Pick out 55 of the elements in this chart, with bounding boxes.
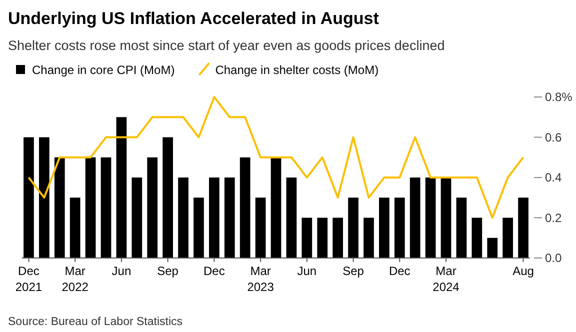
bar bbox=[100, 157, 112, 258]
y-tick-label: 0.2 bbox=[545, 210, 562, 225]
bar bbox=[425, 178, 436, 258]
bar bbox=[518, 198, 528, 258]
bar bbox=[317, 218, 328, 258]
legend-label: Change in core CPI (MoM) bbox=[32, 63, 175, 77]
bar bbox=[209, 178, 220, 258]
x-tick-label: Aug bbox=[512, 264, 534, 278]
bar bbox=[70, 198, 80, 258]
bar bbox=[364, 218, 374, 258]
bar bbox=[472, 218, 482, 258]
chart-title: Underlying US Inflation Accelerated in August bbox=[8, 9, 380, 28]
bar bbox=[270, 157, 282, 258]
bar bbox=[302, 218, 312, 258]
y-tick-label: 0.6 bbox=[545, 130, 562, 144]
bar bbox=[502, 218, 513, 258]
x-tick-label: Sep bbox=[157, 264, 179, 278]
x-tick-label: Sep bbox=[342, 264, 364, 278]
bar bbox=[85, 157, 96, 258]
bar bbox=[348, 198, 358, 258]
chart-subtitle: Shelter costs rose most since start of year even as goods prices declined bbox=[8, 38, 445, 53]
bar bbox=[132, 178, 142, 258]
bar bbox=[456, 198, 467, 258]
bar bbox=[394, 198, 405, 258]
y-tick-label: 0.4 bbox=[545, 170, 562, 184]
x-tick-label: Jun bbox=[112, 264, 132, 278]
x-tick-label: Jun bbox=[297, 264, 317, 278]
bar bbox=[286, 178, 297, 258]
bar bbox=[255, 198, 266, 258]
legend-label: Change in shelter costs (MoM) bbox=[215, 63, 379, 77]
bar bbox=[410, 178, 420, 258]
bar bbox=[487, 238, 498, 258]
bar bbox=[194, 198, 204, 258]
line-series bbox=[28, 96, 524, 219]
bar bbox=[440, 178, 452, 258]
y-tick-label: 0.8% bbox=[545, 90, 573, 104]
x-tick-label: Mar 2022 bbox=[62, 264, 89, 294]
x-tick-label: Mar 2023 bbox=[247, 264, 274, 294]
bar bbox=[224, 178, 235, 258]
bar bbox=[147, 157, 158, 258]
x-tick-label: Dec bbox=[388, 264, 410, 278]
source-note: Source: Bureau of Labor Statistics bbox=[8, 316, 183, 328]
bar bbox=[178, 178, 188, 258]
bar bbox=[240, 157, 250, 258]
x-tick-label: Dec bbox=[204, 264, 225, 278]
bar bbox=[39, 137, 50, 258]
y-tick-label: 0.0 bbox=[545, 251, 562, 265]
bar bbox=[332, 218, 343, 258]
bar bbox=[54, 157, 65, 258]
x-tick-label: Mar 2024 bbox=[432, 264, 460, 294]
bar bbox=[379, 198, 390, 258]
bar bbox=[162, 137, 173, 258]
x-tick-label: Dec 2021 bbox=[15, 264, 42, 294]
bar bbox=[24, 137, 34, 258]
bar bbox=[116, 117, 127, 258]
